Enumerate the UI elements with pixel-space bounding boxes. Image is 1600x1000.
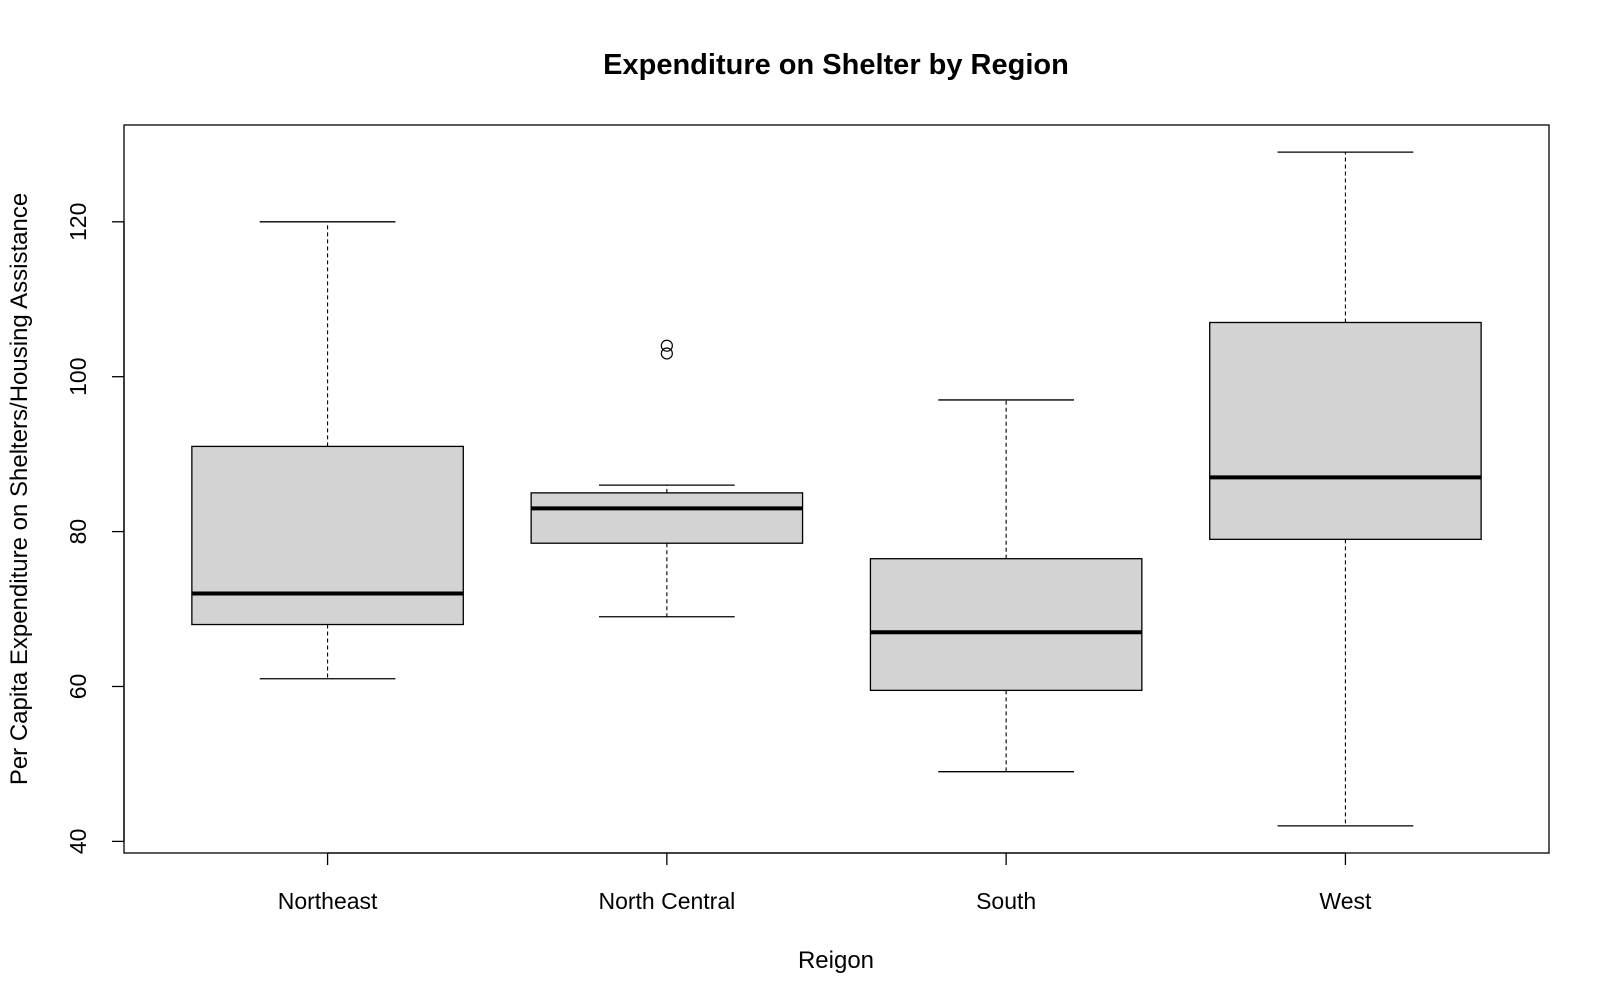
y-tick-label: 40: [65, 829, 91, 855]
outlier-point: [660, 347, 673, 360]
y-tick-label: 100: [65, 358, 91, 396]
x-tick-label: North Central: [598, 888, 735, 914]
box-northeast: [191, 221, 464, 680]
y-axis-label: Per Capita Expenditure on Shelters/Housi…: [6, 193, 33, 785]
y-tick-label: 80: [65, 519, 91, 545]
y-tick-label: 120: [65, 203, 91, 241]
box-iqr: [530, 492, 804, 544]
box-south: [869, 399, 1143, 773]
box-iqr: [191, 445, 464, 626]
outlier-point: [660, 339, 673, 352]
box-group: [191, 151, 1482, 827]
y-tick-label: 60: [65, 674, 91, 700]
x-tick-label: Northeast: [278, 888, 378, 914]
x-tick-label: West: [1319, 888, 1372, 914]
x-axis-label: Reigon: [798, 947, 874, 974]
box-north-central: [530, 339, 804, 618]
chart-title: Expenditure on Shelter by Region: [603, 49, 1069, 81]
y-axis: 40 60 80 100 120: [65, 203, 125, 855]
box-iqr: [869, 558, 1143, 692]
box-iqr: [1209, 321, 1482, 540]
x-tick-label: South: [976, 888, 1036, 914]
box-west: [1209, 151, 1482, 827]
x-axis: Northeast North Central South West: [278, 852, 1372, 914]
